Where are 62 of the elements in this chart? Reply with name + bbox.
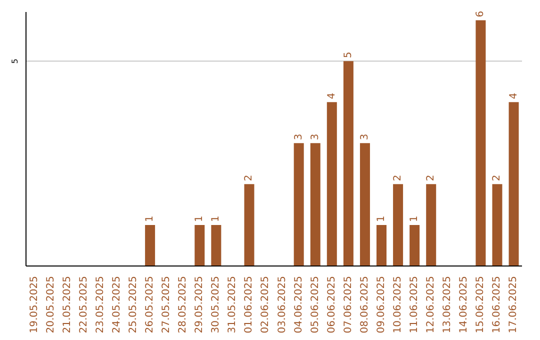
x-tick-label: 10.06.2025 [392, 276, 404, 334]
x-tick-label: 05.06.2025 [310, 276, 321, 334]
data-label: 3 [359, 134, 370, 140]
data-label: 3 [293, 134, 304, 140]
data-label: 2 [492, 174, 503, 182]
data-label: 2 [392, 174, 404, 182]
x-tick-label: 14.06.2025 [458, 276, 470, 334]
bar [476, 20, 486, 266]
bar [393, 184, 404, 266]
bar [508, 102, 519, 266]
x-tick-label: 01.06.2025 [244, 276, 255, 334]
x-tick-label: 30.05.2025 [210, 276, 222, 334]
bar [211, 225, 222, 266]
x-tick-label: 17.06.2025 [508, 276, 520, 334]
x-tick-label: 09.06.2025 [376, 276, 387, 334]
bar [310, 143, 320, 266]
bar [244, 184, 254, 266]
x-tick-label: 12.06.2025 [426, 276, 437, 334]
x-tick-label: 31.05.2025 [227, 276, 238, 334]
bar [343, 61, 354, 266]
data-label: 2 [244, 174, 255, 182]
bar [194, 225, 205, 266]
data-label: 5 [342, 52, 354, 58]
x-tick-label: 16.06.2025 [492, 276, 503, 334]
x-tick-label: 24.05.2025 [111, 276, 122, 334]
data-label: 1 [194, 216, 206, 222]
x-tick-label: 06.06.2025 [326, 276, 338, 334]
data-label: 1 [210, 216, 222, 222]
data-label: 4 [508, 92, 520, 100]
x-tick-label: 11.06.2025 [409, 276, 420, 334]
x-tick-label: 21.05.2025 [62, 276, 73, 334]
data-label: 4 [326, 92, 338, 100]
x-tick-label: 02.06.2025 [260, 276, 272, 334]
x-tick-label: 25.05.2025 [128, 276, 139, 334]
x-tick-label: 27.05.2025 [161, 276, 172, 334]
data-label: 1 [376, 216, 388, 222]
x-tick-label: 26.05.2025 [144, 276, 156, 334]
x-tick-label: 19.05.2025 [28, 276, 40, 334]
bar [326, 102, 337, 266]
x-tick-label: 23.05.2025 [94, 276, 106, 334]
x-tick-label: 29.05.2025 [194, 276, 206, 334]
x-tick-label: 15.06.2025 [475, 276, 486, 334]
data-label: 2 [426, 174, 437, 182]
data-label: 3 [310, 134, 321, 140]
x-tick-label: 20.05.2025 [45, 276, 56, 334]
data-label: 1 [409, 216, 420, 222]
bar [492, 184, 502, 266]
bar [376, 225, 387, 266]
data-label: 1 [144, 216, 156, 222]
bar [145, 225, 156, 266]
bar [410, 225, 420, 266]
bar [360, 143, 370, 266]
x-tick-label: 28.05.2025 [178, 276, 189, 334]
bar [294, 143, 304, 266]
bar [426, 184, 436, 266]
x-tick-label: 13.06.2025 [442, 276, 454, 334]
x-tick-label: 03.06.2025 [276, 276, 288, 334]
data-label: 6 [475, 10, 486, 18]
x-tick-label: 22.05.2025 [78, 276, 90, 334]
x-tick-label: 04.06.2025 [293, 276, 304, 334]
x-tick-label: 08.06.2025 [359, 276, 370, 334]
x-tick-label: 07.06.2025 [342, 276, 354, 334]
